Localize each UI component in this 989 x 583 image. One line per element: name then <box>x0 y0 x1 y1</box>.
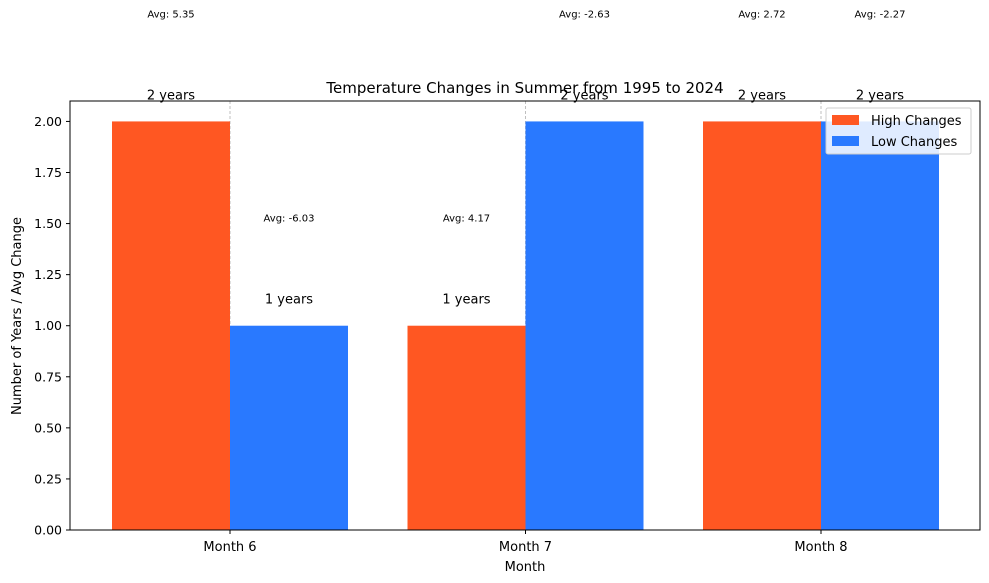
y-tick-label-6: 1.50 <box>34 216 62 231</box>
bars <box>112 121 939 530</box>
y-tick-label-5: 1.25 <box>34 267 62 282</box>
y-tick-label-8: 2.00 <box>34 114 62 129</box>
avg-label-low-2: Avg: -2.63 <box>559 9 610 20</box>
y-tick-label-3: 0.75 <box>34 369 62 384</box>
legend-box <box>825 107 972 155</box>
y-tick-label-7: 1.75 <box>34 165 62 180</box>
avg-label-high-1: Avg: 5.35 <box>147 9 194 20</box>
count-label-high-3: 2 years <box>738 88 786 103</box>
y-axis-label: Number of Years / Avg Change <box>10 217 25 415</box>
count-label-low-1: 1 years <box>265 293 313 308</box>
bar-high-2 <box>407 325 526 530</box>
count-label-low-2: 2 years <box>560 88 608 103</box>
count-label-high-1: 2 years <box>147 88 195 103</box>
chart-title: Temperature Changes in Summer from 1995 … <box>325 79 723 97</box>
y-tick-label-0: 0.00 <box>34 523 62 538</box>
avg-label-high-3: Avg: 2.72 <box>738 9 785 20</box>
y-tick-label-2: 0.50 <box>34 420 62 435</box>
x-tick-label-2: Month 7 <box>499 540 552 555</box>
bar-low-1 <box>230 325 348 530</box>
bar-high-1 <box>112 121 230 530</box>
x-tick-label-3: Month 8 <box>794 540 847 555</box>
bar-labels: 2 years Avg: 5.35 1 years Avg: 4.17 2 years A… <box>147 9 906 307</box>
legend: High Changes Low Changes <box>825 107 972 155</box>
bar-low-2 <box>525 121 644 530</box>
count-label-high-2: 1 years <box>442 293 490 308</box>
legend-swatch-low <box>832 136 859 146</box>
bar-low-3 <box>821 121 939 530</box>
x-tick-label-1: Month 6 <box>203 540 256 555</box>
legend-swatch-high <box>832 115 859 125</box>
legend-label-low: Low Changes <box>871 135 958 150</box>
avg-label-low-1: Avg: -6.03 <box>264 214 315 225</box>
count-label-low-3: 2 years <box>856 88 904 103</box>
x-axis: Month 6 Month 7 Month 8 <box>203 530 848 555</box>
avg-label-low-3: Avg: -2.27 <box>855 9 906 20</box>
y-tick-label-4: 1.00 <box>34 318 62 333</box>
y-tick-label-1: 0.25 <box>34 471 62 486</box>
avg-label-high-2: Avg: 4.17 <box>443 214 490 225</box>
x-axis-label: Month <box>505 560 546 575</box>
bar-high-3 <box>703 121 821 530</box>
legend-label-high: High Changes <box>871 114 962 129</box>
y-axis: 0.00 0.25 0.50 0.75 1.00 1.25 1.50 1.75 2.00 <box>34 114 70 538</box>
